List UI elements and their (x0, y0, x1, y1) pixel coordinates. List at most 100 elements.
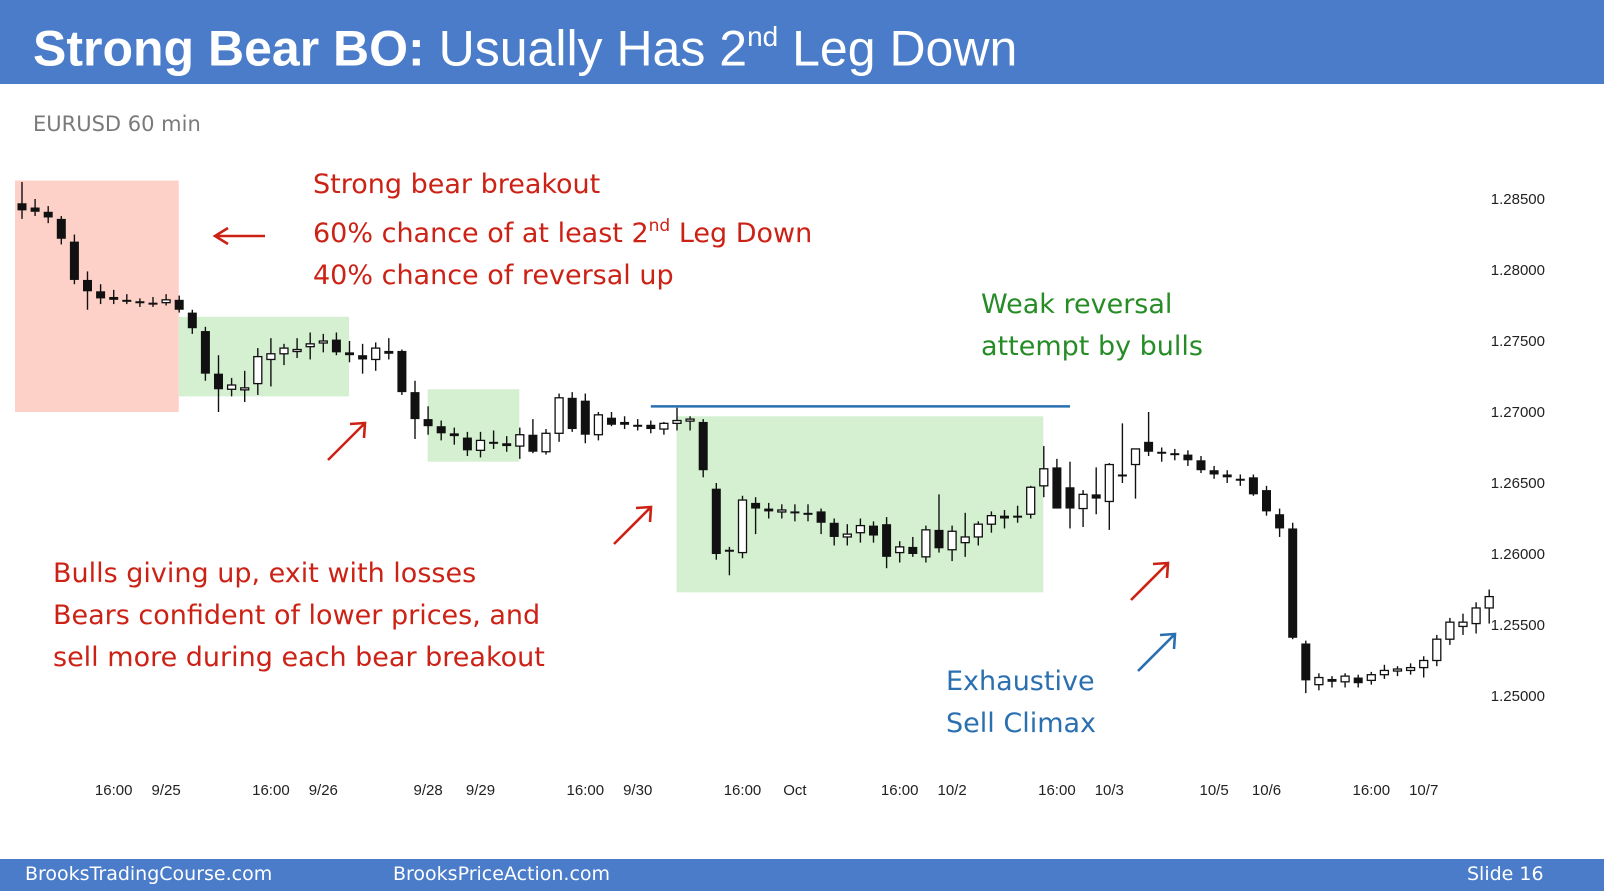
candle (1405, 663, 1416, 675)
candle (122, 294, 132, 305)
x-tick-label: 16:00 (95, 782, 133, 799)
title-bar: Strong Bear BO: Usually Has 2nd Leg Down (0, 0, 1604, 84)
candle (436, 420, 446, 441)
candle (1170, 448, 1180, 461)
candle (56, 216, 66, 245)
footer-mid-link[interactable]: BrooksPriceAction.com (393, 863, 611, 885)
breakout-line-2-pre: 60% chance of at least 2 (313, 218, 649, 249)
y-tick-label: 1.28500 (1491, 191, 1545, 208)
candle (541, 429, 551, 455)
candle (908, 536, 918, 557)
candle (790, 504, 800, 522)
candle (226, 377, 237, 397)
candle (1301, 640, 1311, 694)
breakout-line-2-sup: nd (648, 216, 671, 236)
candle (1157, 447, 1167, 462)
candle (1209, 465, 1219, 479)
candle (1432, 634, 1442, 667)
x-tick-label: 9/26 (309, 782, 338, 799)
candle (397, 349, 407, 395)
sell-climax-annotation: Exhaustive Sell Climax (946, 661, 1096, 745)
candle (462, 431, 472, 457)
y-tick-label: 1.27000 (1491, 404, 1545, 421)
x-tick-label: 10/3 (1095, 782, 1124, 799)
candle (698, 419, 708, 478)
candle (921, 525, 931, 563)
up-right-arrow-icon (613, 505, 653, 545)
candle (345, 341, 354, 363)
candle (43, 206, 53, 224)
candle (358, 343, 368, 374)
bulls-annotation: Bulls giving up, exit with losses Bears … (53, 553, 545, 679)
bulls-line-3: sell more during each bear breakout (53, 642, 545, 673)
x-tick-label: 16:00 (724, 782, 762, 799)
candle (895, 541, 905, 563)
candle (1314, 673, 1324, 691)
x-tick-label: Oct (783, 782, 807, 799)
candle (1222, 470, 1232, 483)
x-axis: 16:00 9/25 16:00 9/26 9/28 9/29 16:00 9/30 16:00… (95, 782, 1438, 799)
candle (580, 393, 590, 444)
candle (410, 380, 420, 439)
y-tick-label: 1.26000 (1491, 546, 1545, 563)
x-tick-label: 10/2 (937, 782, 966, 799)
y-axis: 1.28500 1.28000 1.27500 1.27000 1.26500 1.260… (1491, 191, 1545, 705)
left-arrow-icon (212, 226, 265, 246)
candle (83, 271, 92, 310)
candle (764, 502, 774, 519)
candle (1340, 673, 1350, 688)
candle (371, 342, 381, 371)
candle (1117, 423, 1127, 483)
candle (960, 512, 970, 557)
x-tick-label: 10/6 (1252, 782, 1281, 799)
candle (69, 234, 79, 285)
candle (1458, 613, 1468, 635)
candle (1144, 412, 1154, 457)
candle (502, 436, 512, 452)
candle (620, 416, 630, 430)
candle (803, 504, 813, 522)
candle (331, 332, 341, 356)
candle (1104, 463, 1114, 530)
candle (646, 420, 656, 434)
candle (279, 343, 289, 366)
breakout-line-1: Strong bear breakout (313, 169, 601, 200)
weak-reversal-annotation: Weak reversal attempt by bulls (981, 284, 1203, 368)
candle (292, 338, 302, 359)
candle (1327, 676, 1337, 688)
candle (1183, 450, 1193, 466)
candle (1262, 485, 1271, 516)
x-tick-label: 10/7 (1409, 782, 1438, 799)
candle (1013, 505, 1023, 523)
up-right-arrow-icon (327, 421, 367, 461)
page-title: Strong Bear BO: Usually Has 2nd Leg Down (33, 6, 1017, 82)
footer-left-link[interactable]: BrooksTradingCourse.com (25, 863, 273, 885)
x-tick-label: 9/25 (151, 782, 180, 799)
slide-number: Slide 16 (1467, 863, 1544, 885)
x-tick-label: 9/29 (466, 782, 495, 799)
y-tick-label: 1.28000 (1491, 262, 1545, 279)
y-tick-label: 1.26500 (1491, 475, 1545, 492)
candle (1078, 490, 1088, 528)
candle (986, 511, 997, 533)
candle (1419, 656, 1429, 678)
x-tick-label: 9/30 (623, 782, 652, 799)
title-rest: Usually Has 2 (438, 20, 748, 77)
candle (737, 495, 748, 559)
title-bold: Strong Bear BO: (33, 20, 425, 77)
candle (449, 427, 459, 445)
y-tick-label: 1.27500 (1491, 333, 1545, 350)
candle (109, 289, 119, 305)
candle (1039, 446, 1049, 498)
candle (829, 518, 839, 546)
candle (1353, 674, 1363, 688)
candle (593, 412, 604, 441)
breakout-line-2-post: Leg Down (678, 218, 813, 249)
candle (384, 338, 394, 360)
candle (17, 181, 27, 219)
candle (148, 296, 158, 307)
up-right-arrow-icon (1130, 561, 1170, 601)
candle (1065, 461, 1075, 529)
x-tick-label: 16:00 (1353, 782, 1391, 799)
x-tick-label: 9/28 (413, 782, 442, 799)
